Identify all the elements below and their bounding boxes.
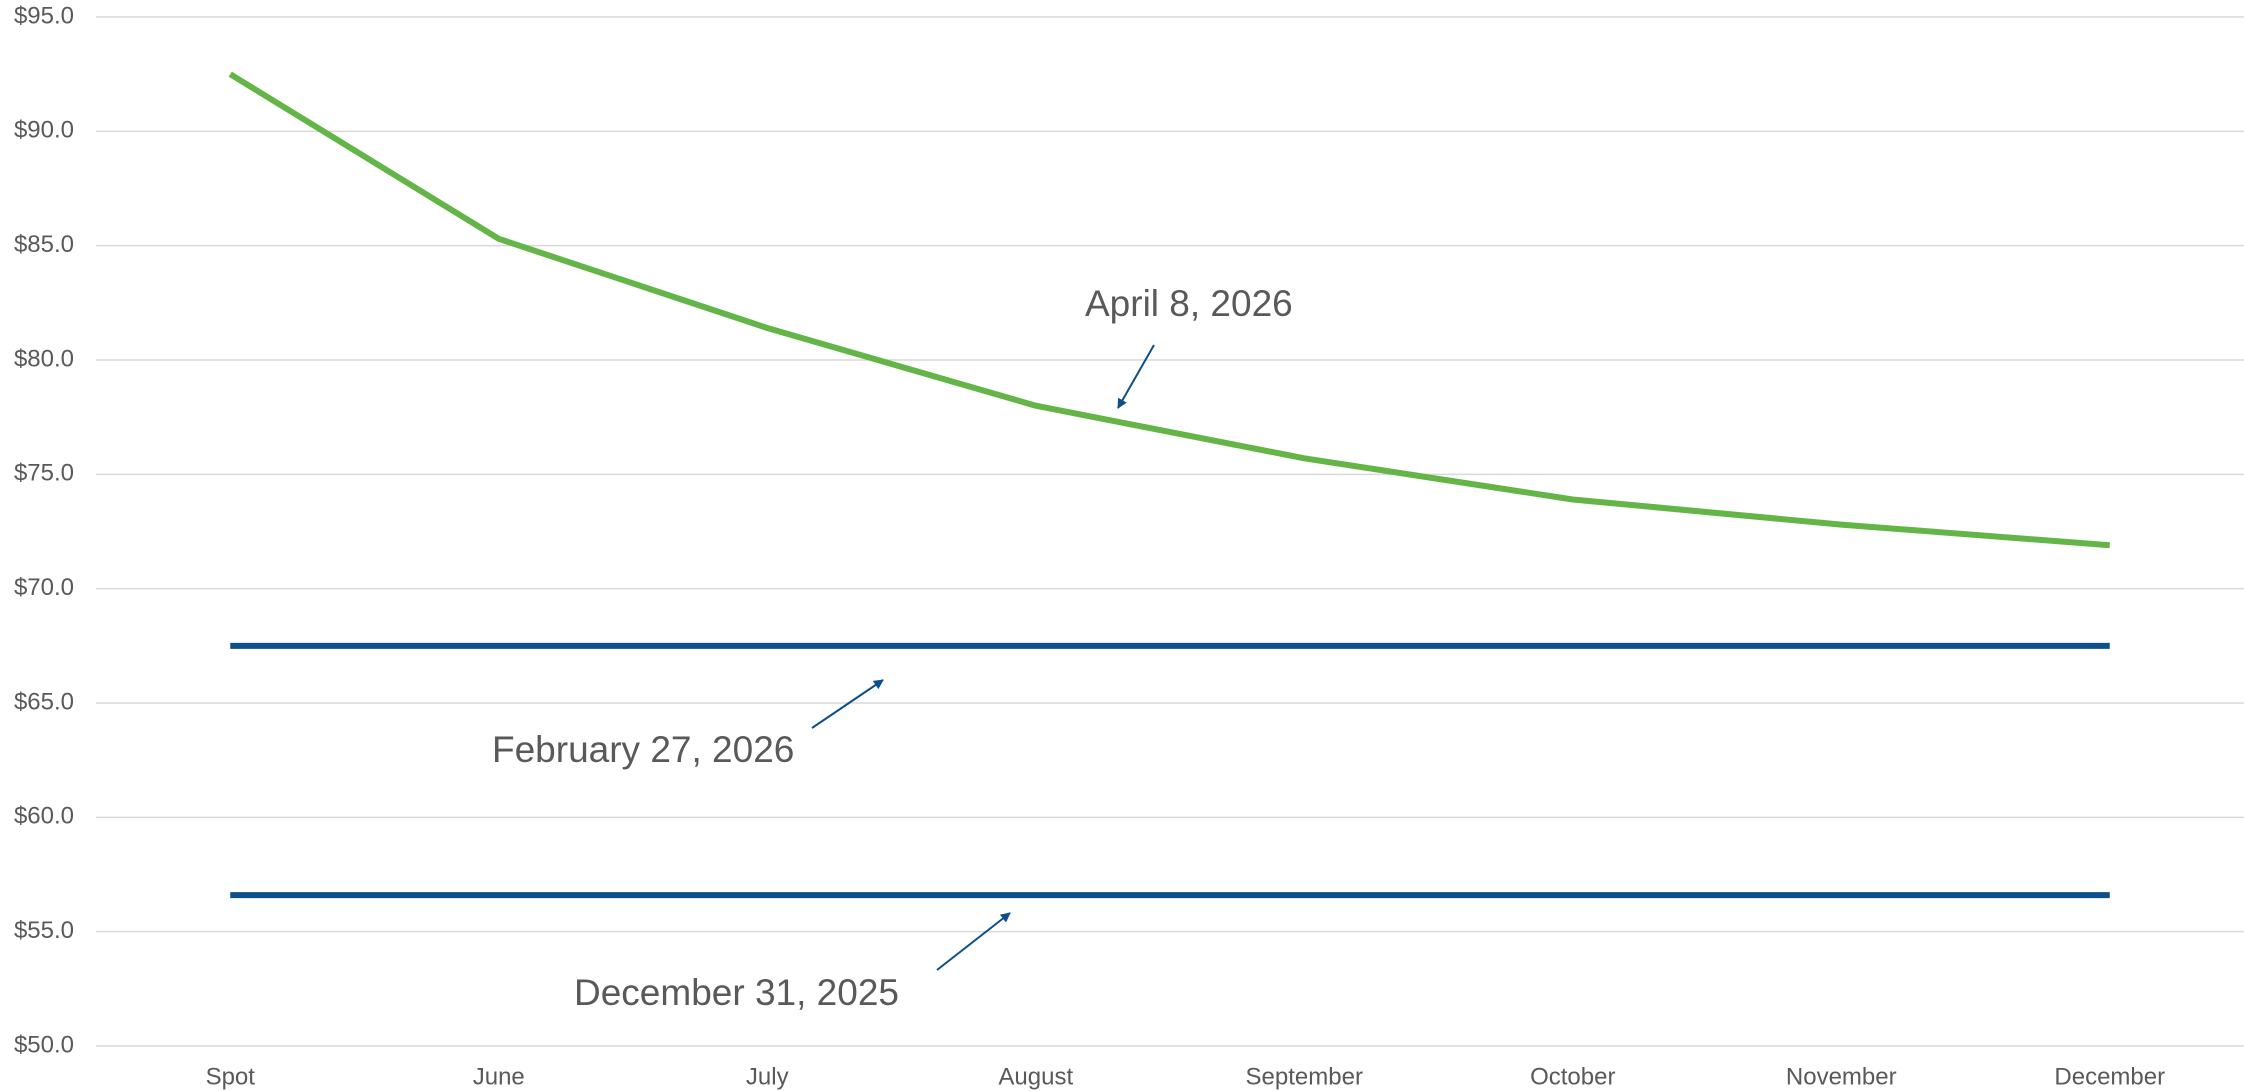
y-tick-label: $55.0 bbox=[14, 917, 74, 944]
y-tick-label: $80.0 bbox=[14, 345, 74, 372]
x-tick-label: Spot bbox=[206, 1063, 256, 1090]
y-tick-label: $60.0 bbox=[14, 803, 74, 830]
series-annotation: February 27, 2026 bbox=[492, 729, 794, 770]
series-line bbox=[228, 71, 2110, 549]
x-tick-label: September bbox=[1246, 1063, 1363, 1090]
series-annotation: December 31, 2025 bbox=[574, 972, 899, 1013]
y-tick-label: $50.0 bbox=[14, 1031, 74, 1058]
annotation-arrow bbox=[811, 679, 884, 729]
x-tick-label: July bbox=[746, 1063, 789, 1090]
y-tick-label: $95.0 bbox=[14, 2, 74, 29]
x-tick-label: October bbox=[1530, 1063, 1615, 1090]
y-tick-label: $90.0 bbox=[14, 117, 74, 144]
x-tick-label: November bbox=[1786, 1063, 1897, 1090]
x-tick-label: August bbox=[998, 1063, 1073, 1090]
x-tick-label: June bbox=[473, 1063, 525, 1090]
y-tick-label: $65.0 bbox=[14, 688, 74, 715]
annotation-arrow bbox=[936, 912, 1011, 971]
x-tick-label: December bbox=[2054, 1063, 2165, 1090]
annotation-arrow bbox=[1117, 344, 1155, 409]
y-tick-label: $70.0 bbox=[14, 574, 74, 601]
series-annotation: April 8, 2026 bbox=[1085, 283, 1293, 324]
y-tick-label: $75.0 bbox=[14, 460, 74, 487]
y-tick-label: $85.0 bbox=[14, 231, 74, 258]
